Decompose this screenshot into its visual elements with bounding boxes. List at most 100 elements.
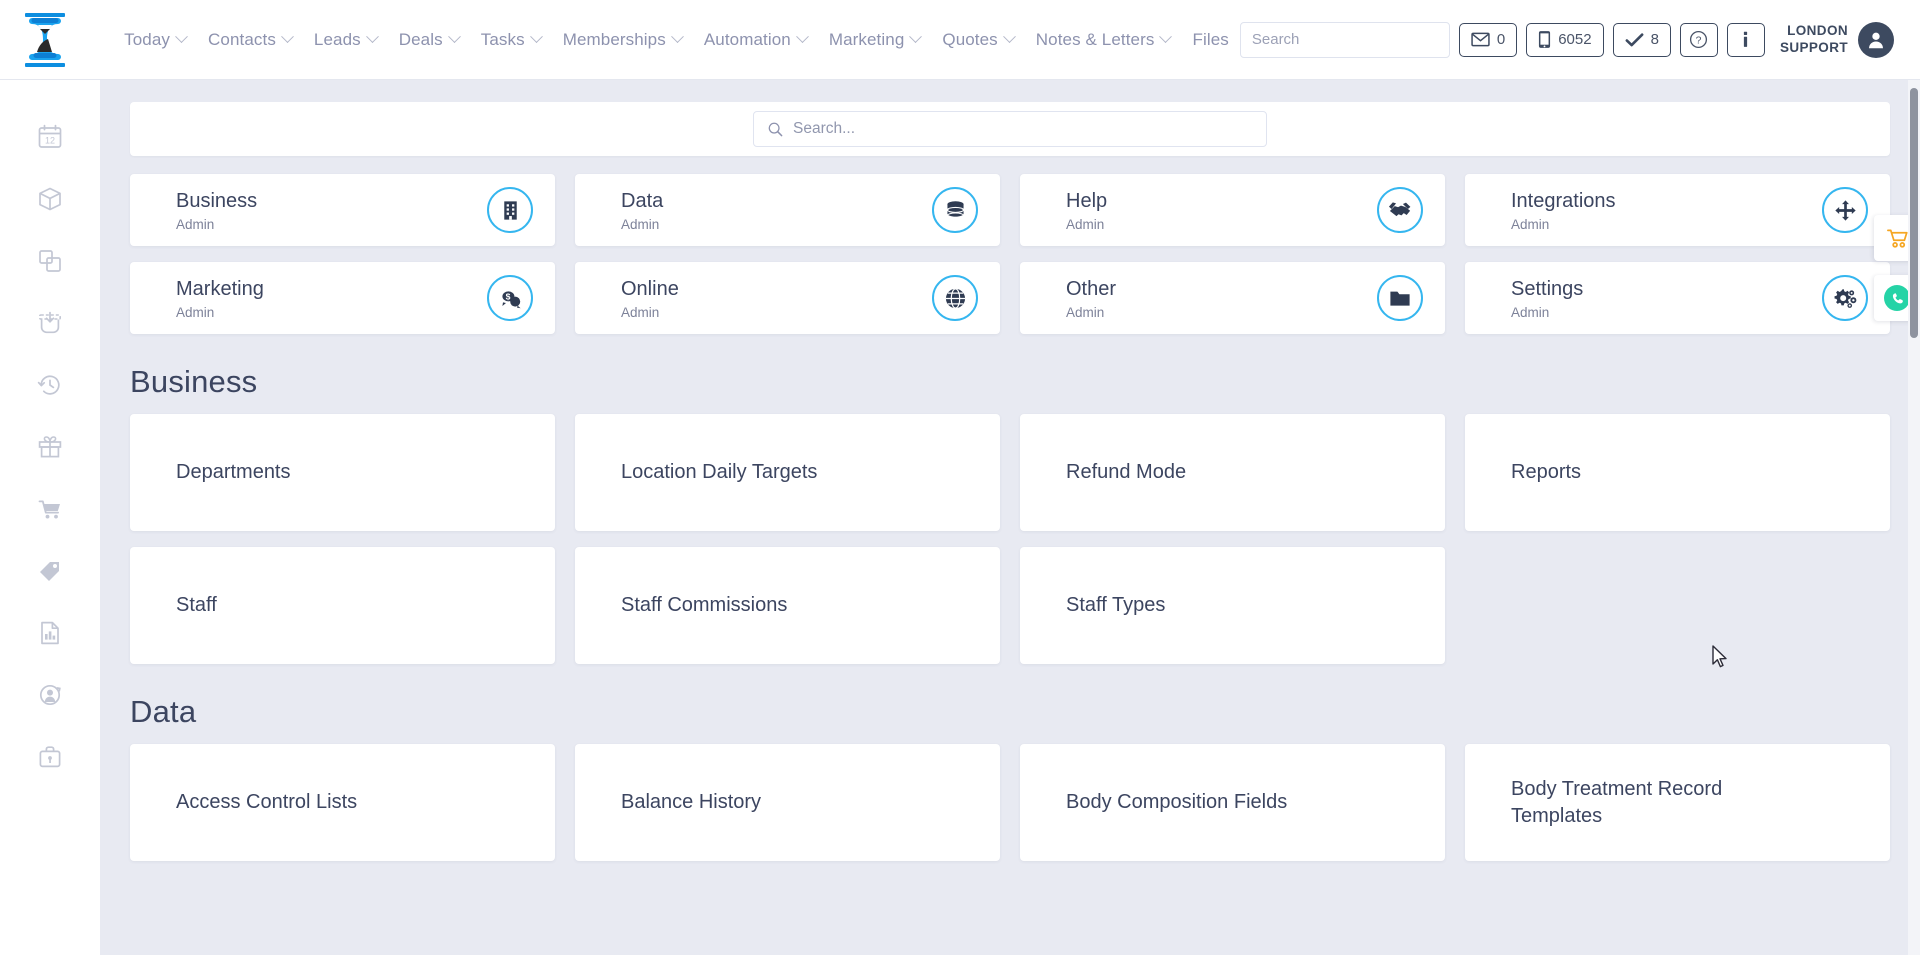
move-arrows-icon xyxy=(1834,199,1856,221)
sidebar-item-basket[interactable] xyxy=(0,292,100,354)
category-card-integrations[interactable]: Integrations Admin xyxy=(1465,174,1890,246)
tasks-pill[interactable]: 8 xyxy=(1612,22,1671,57)
content-search[interactable] xyxy=(753,111,1267,147)
nav-item-files[interactable]: Files xyxy=(1181,24,1239,56)
nav-item-quotes[interactable]: Quotes xyxy=(931,24,1024,56)
nav-item-today[interactable]: Today xyxy=(113,24,197,56)
nav-item-contacts[interactable]: Contacts xyxy=(197,24,303,56)
category-icon-wrap xyxy=(932,275,978,321)
section-title-data: Data xyxy=(130,694,197,729)
envelope-icon xyxy=(1471,32,1490,47)
search-icon xyxy=(768,122,783,136)
nav-item-automation[interactable]: Automation xyxy=(693,24,818,56)
item-card-body-treatment-record-templates[interactable]: Body Treatment Record Templates xyxy=(1465,744,1890,861)
main-navigation: Today Contacts Leads Deals Tasks Members… xyxy=(113,24,1240,56)
section-title-business: Business xyxy=(130,364,258,399)
chevron-down-icon xyxy=(1159,30,1173,44)
vertical-scrollbar[interactable] xyxy=(1908,80,1920,955)
item-card-location-daily-targets[interactable]: Location Daily Targets xyxy=(575,414,1000,531)
shopping-cart-icon xyxy=(38,500,60,519)
database-icon xyxy=(946,200,964,219)
category-card-marketing[interactable]: Marketing Admin $ xyxy=(130,262,555,334)
item-card-staff-commissions[interactable]: Staff Commissions xyxy=(575,547,1000,664)
calendar-12-icon: 12 xyxy=(38,124,62,148)
category-card-help[interactable]: Help Admin xyxy=(1020,174,1445,246)
item-card-refund-mode[interactable]: Refund Mode xyxy=(1020,414,1445,531)
category-card-business[interactable]: Business Admin xyxy=(130,174,555,246)
nav-item-tasks[interactable]: Tasks xyxy=(470,24,552,56)
messages-pill[interactable]: 0 xyxy=(1458,22,1518,57)
item-card-access-control-lists[interactable]: Access Control Lists xyxy=(130,744,555,861)
item-card-body-composition-fields[interactable]: Body Composition Fields xyxy=(1020,744,1445,861)
category-subtitle: Admin xyxy=(1511,216,1550,232)
global-search-input[interactable] xyxy=(1240,22,1449,57)
sidebar-item-account[interactable] xyxy=(0,664,100,726)
help-pill[interactable]: ? xyxy=(1679,22,1718,57)
sidebar-item-reports[interactable] xyxy=(0,602,100,664)
category-title: Help xyxy=(1066,189,1108,212)
nav-item-memberships[interactable]: Memberships xyxy=(552,24,693,56)
chevron-down-icon xyxy=(529,30,543,44)
layers-copy-icon xyxy=(39,250,61,272)
item-label: Staff Commissions xyxy=(621,594,788,616)
app-logo[interactable] xyxy=(0,11,89,69)
category-icon-wrap xyxy=(1822,275,1868,321)
category-card-settings[interactable]: Settings Admin xyxy=(1465,262,1890,334)
nav-label: Deals xyxy=(398,29,443,49)
sms-pill[interactable]: 6052 xyxy=(1526,22,1604,57)
item-label: Location Daily Targets xyxy=(621,461,818,483)
category-card-online[interactable]: Online Admin xyxy=(575,262,1000,334)
shopping-cart-float-icon xyxy=(1886,229,1908,248)
chevron-down-icon xyxy=(447,30,461,44)
chevron-down-icon xyxy=(795,30,809,44)
item-card-balance-history[interactable]: Balance History xyxy=(575,744,1000,861)
gears-icon xyxy=(1834,288,1856,308)
chevron-down-icon xyxy=(175,30,188,44)
category-card-other[interactable]: Other Admin xyxy=(1020,262,1445,334)
info-icon xyxy=(1744,31,1748,47)
nav-item-notes-and-letters[interactable]: Notes & Letters xyxy=(1025,24,1182,56)
sidebar-item-security[interactable] xyxy=(0,726,100,788)
avatar[interactable] xyxy=(1858,21,1894,58)
user-menu[interactable]: LONDON SUPPORT xyxy=(1780,21,1894,58)
briefcase-lock-icon xyxy=(39,746,61,768)
gift-icon xyxy=(38,436,62,458)
item-card-reports[interactable]: Reports xyxy=(1465,414,1890,531)
category-title: Marketing xyxy=(176,277,264,300)
info-pill[interactable] xyxy=(1726,22,1765,57)
sidebar-item-gift[interactable] xyxy=(0,416,100,478)
category-subtitle: Admin xyxy=(1511,304,1550,320)
item-label: Body Composition Fields xyxy=(1066,791,1288,813)
section-grid-data: Access Control Lists Balance History Bod… xyxy=(130,744,1890,861)
basket-download-icon xyxy=(38,311,61,334)
item-card-staff[interactable]: Staff xyxy=(130,547,555,664)
nav-item-deals[interactable]: Deals xyxy=(388,24,470,56)
sidebar-item-layers[interactable] xyxy=(0,230,100,292)
question-circle-icon: ? xyxy=(1690,30,1708,49)
category-icon-wrap xyxy=(1377,187,1423,233)
sidebar-item-packages[interactable] xyxy=(0,168,100,230)
left-sidebar: 12 xyxy=(0,80,100,955)
category-icon-wrap: $ xyxy=(487,275,533,321)
global-search[interactable] xyxy=(1239,21,1450,58)
user-name-line1: LONDON xyxy=(1787,22,1848,38)
sidebar-item-calendar[interactable]: 12 xyxy=(0,106,100,168)
sidebar-item-history[interactable] xyxy=(0,354,100,416)
nav-label: Leads xyxy=(313,29,361,49)
item-card-departments[interactable]: Departments xyxy=(130,414,555,531)
category-icon-wrap xyxy=(1822,187,1868,233)
sidebar-item-shopping-cart[interactable] xyxy=(0,478,100,540)
item-label: Refund Mode xyxy=(1066,461,1187,483)
scrollbar-thumb[interactable] xyxy=(1910,88,1918,338)
user-name: LONDON SUPPORT xyxy=(1780,23,1848,57)
content-search-input[interactable] xyxy=(793,120,1253,138)
nav-item-leads[interactable]: Leads xyxy=(303,24,388,56)
category-subtitle: Admin xyxy=(621,216,660,232)
whatsapp-float-icon xyxy=(1884,285,1910,311)
nav-item-marketing[interactable]: Marketing xyxy=(818,24,932,56)
category-card-data[interactable]: Data Admin xyxy=(575,174,1000,246)
chevron-down-icon xyxy=(670,30,684,44)
sidebar-item-price-tag[interactable] xyxy=(0,540,100,602)
chart-document-icon xyxy=(41,621,59,645)
item-card-staff-types[interactable]: Staff Types xyxy=(1020,547,1445,664)
